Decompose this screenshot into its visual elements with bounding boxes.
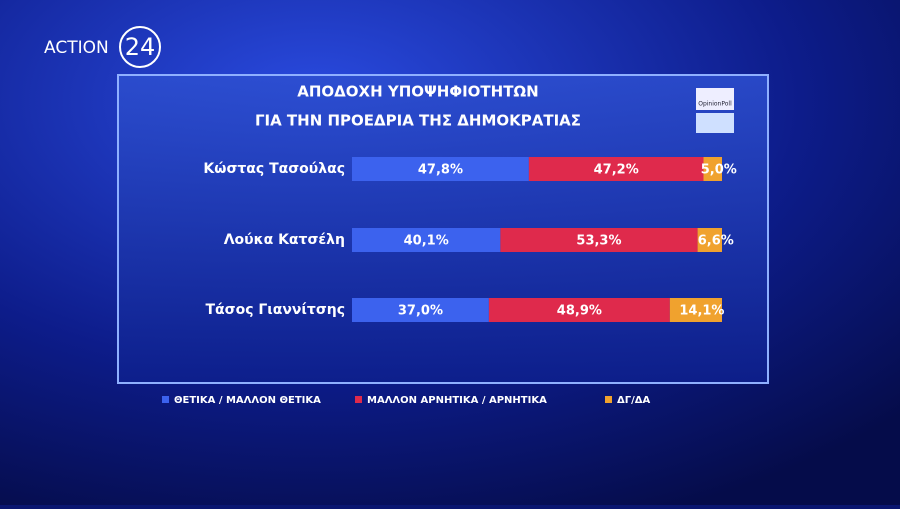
legend-label: ΜΑΛΛΟΝ ΑΡΝΗΤΙΚΑ / ΑΡΝΗΤΙΚΑ (367, 395, 547, 406)
value-label: 47,2% (594, 163, 639, 178)
legend-label: ΔΓ/ΔΑ (617, 395, 651, 406)
value-label: 6,6% (698, 234, 734, 249)
legend-swatch (605, 396, 612, 403)
logo-number: 24 (125, 33, 156, 61)
legend-label: ΘΕΤΙΚΑ / ΜΑΛΛΟΝ ΘΕΤΙΚΑ (174, 395, 321, 406)
pollster-logo (696, 88, 734, 110)
category-label: Τάσος Γιαννίτσης (206, 302, 346, 318)
value-label: 48,9% (557, 304, 602, 319)
chart-subtitle: ΓΙΑ ΤΗΝ ΠΡΟΕΔΡΙΑ ΤΗΣ ΔΗΜΟΚΡΑΤΙΑΣ (255, 112, 581, 130)
bar-segment (352, 157, 529, 181)
category-label: Λούκα Κατσέλη (224, 232, 345, 248)
bar-segment (500, 228, 698, 252)
chart-title: ΑΠΟΔΟΧΗ ΥΠΟΨΗΦΙΟΤΗΤΩΝ (297, 83, 539, 101)
value-label: 47,8% (418, 163, 463, 178)
bar-segment (669, 298, 722, 322)
value-label: 37,0% (398, 304, 443, 319)
legend-swatch (162, 396, 169, 403)
bar-segment (488, 298, 670, 322)
bar-segment (703, 157, 722, 181)
bar-segment (697, 228, 722, 252)
channel-logo (696, 113, 734, 133)
legend-swatch (355, 396, 362, 403)
category-label: Κώστας Τασούλας (203, 161, 345, 177)
bar-segment (352, 298, 489, 322)
value-label: 5,0% (701, 163, 737, 178)
value-label: 14,1% (679, 304, 724, 319)
logo-text: ACTION (44, 38, 109, 58)
value-label: 40,1% (404, 234, 449, 249)
value-label: 53,3% (576, 234, 621, 249)
bar-segment (528, 157, 704, 181)
bar-segment (352, 228, 501, 252)
logo-ring (119, 26, 161, 68)
pollster-name: OpinionPoll (698, 101, 732, 108)
